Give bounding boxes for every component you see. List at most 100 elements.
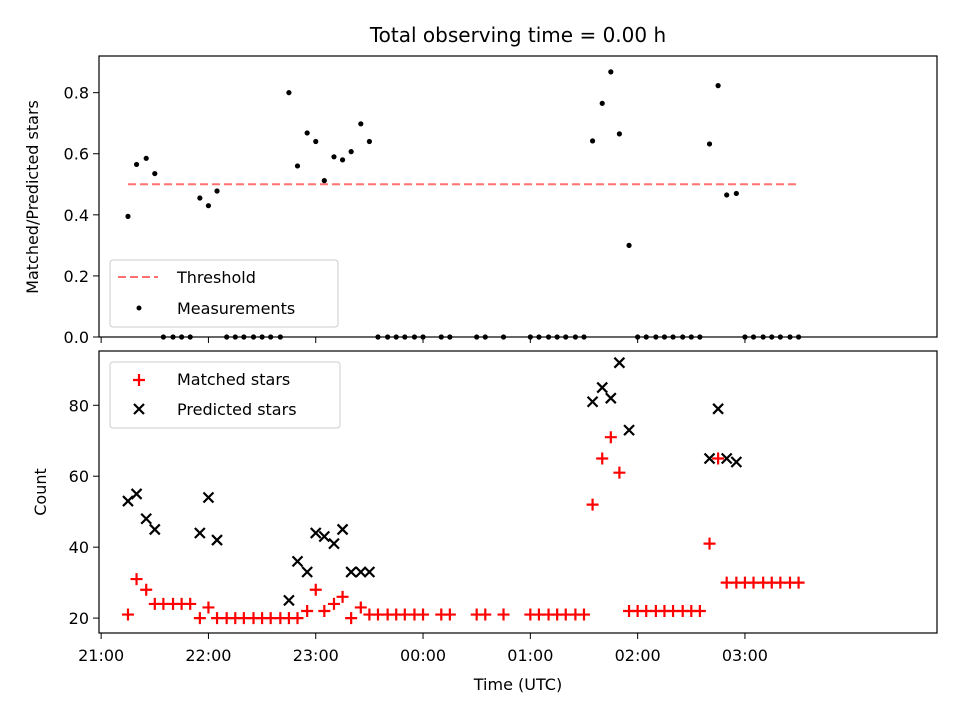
- predicted-star-point: [345, 566, 357, 578]
- measurement-point: [152, 170, 158, 177]
- measurement-point: [608, 69, 614, 75]
- measurement-point: [133, 161, 140, 168]
- measurement-point: [214, 188, 220, 194]
- legend-predicted-label: Predicted stars: [177, 400, 297, 419]
- measurement-point: [358, 121, 364, 127]
- top-ytick-label: 0.6: [64, 145, 89, 164]
- bottom-xtick-label: 21:00: [78, 646, 124, 665]
- matched-star-point: [318, 605, 331, 618]
- measurement-point: [626, 242, 632, 248]
- predicted-star-point: [149, 523, 161, 536]
- measurement-point: [599, 100, 605, 106]
- top-legend: Threshold Measurements: [109, 259, 339, 328]
- bottom-panel-marks: [121, 356, 805, 625]
- bottom-xlabel: Time (UTC): [473, 675, 562, 694]
- predicted-star-point: [605, 392, 617, 404]
- predicted-star-point: [703, 452, 716, 465]
- top-ytick-label: 0.2: [64, 267, 89, 286]
- bottom-ytick-label: 80: [69, 396, 89, 415]
- matched-star-point: [417, 608, 430, 621]
- measurement-point: [313, 138, 319, 145]
- predicted-star-point: [291, 555, 304, 568]
- measurement-point: [715, 83, 721, 89]
- matched-star-point: [130, 573, 143, 586]
- measurement-point: [706, 141, 713, 147]
- measurement-point: [125, 213, 131, 219]
- predicted-star-point: [194, 527, 206, 539]
- matched-star-point: [184, 597, 197, 610]
- predicted-star-point: [130, 488, 143, 500]
- top-panel-frame: [98, 55, 938, 338]
- top-ylabel: Matched/Predicted stars: [23, 100, 42, 294]
- predicted-star-point: [623, 424, 635, 436]
- matched-star-point: [479, 608, 492, 621]
- predicted-star-point: [613, 356, 626, 369]
- matched-star-point: [301, 605, 314, 618]
- matched-star-point: [596, 452, 609, 465]
- measurement-point: [143, 155, 149, 161]
- predicted-star-point: [140, 513, 152, 525]
- bottom-legend-box: [109, 361, 341, 429]
- matched-star-point: [443, 608, 456, 621]
- chart-title: Total observing time = 0.00 h: [369, 23, 666, 47]
- top-ytick-label: 0.8: [64, 84, 89, 103]
- bottom-ylabel: Count: [31, 468, 50, 516]
- measurement-point: [616, 131, 622, 137]
- legend-predicted-swatch: [133, 403, 145, 415]
- measurement-point: [339, 157, 346, 163]
- matched-star-point: [613, 466, 626, 479]
- bottom-xtick-label: 00:00: [400, 646, 446, 665]
- bottom-xtick-label: 23:00: [293, 646, 339, 665]
- measurement-point: [294, 163, 301, 169]
- measurement-point: [205, 203, 212, 209]
- bottom-legend: Matched stars Predicted stars: [109, 361, 341, 429]
- matched-star-point: [291, 612, 304, 625]
- legend-matched-swatch: [133, 374, 145, 386]
- matched-star-point: [327, 597, 340, 610]
- measurement-point: [733, 190, 739, 197]
- measurement-point: [348, 149, 354, 155]
- bottom-ytick-label: 40: [69, 538, 89, 557]
- measurement-point: [366, 138, 372, 145]
- measurement-point: [286, 90, 292, 96]
- predicted-star-point: [301, 566, 313, 578]
- predicted-star-point: [211, 534, 223, 546]
- matched-star-point: [336, 590, 349, 603]
- bottom-panel-ticks: 21:00 22:00 23:00 00:00 01:00 02:00 03:00 20 40 6…: [69, 396, 768, 665]
- predicted-star-point: [720, 452, 733, 465]
- matched-star-point: [497, 608, 510, 621]
- matched-star-point: [712, 452, 725, 465]
- matched-star-point: [586, 498, 599, 511]
- top-ytick-label: 0.0: [64, 328, 89, 347]
- matched-star-point: [202, 601, 215, 614]
- bottom-xtick-label: 22:00: [185, 646, 231, 665]
- legend-threshold-label: Threshold: [176, 268, 256, 287]
- predicted-star-point: [363, 566, 376, 578]
- matched-star-point: [121, 608, 134, 621]
- matched-star-point: [354, 601, 367, 614]
- top-legend-box: [109, 259, 339, 328]
- top-ytick-label: 0.4: [64, 206, 89, 225]
- matched-star-point: [140, 583, 153, 596]
- matched-star-point: [693, 605, 706, 618]
- matched-star-point: [577, 608, 590, 621]
- predicted-star-point: [328, 537, 340, 550]
- bottom-ytick-label: 60: [69, 467, 89, 486]
- predicted-star-point: [730, 456, 743, 468]
- matched-star-point: [345, 612, 358, 625]
- measurement-point: [589, 138, 596, 144]
- predicted-star-point: [586, 395, 599, 408]
- legend-matched-label: Matched stars: [177, 370, 290, 389]
- predicted-star-point: [283, 594, 295, 607]
- measurement-point: [724, 192, 730, 198]
- predicted-star-point: [596, 381, 609, 394]
- legend-measurements-label: Measurements: [177, 299, 295, 318]
- predicted-star-point: [355, 566, 367, 578]
- matched-star-point: [309, 583, 322, 596]
- bottom-xtick-label: 03:00: [722, 646, 768, 665]
- matched-star-point: [193, 612, 206, 625]
- measurement-point: [304, 130, 310, 136]
- predicted-star-point: [318, 530, 331, 543]
